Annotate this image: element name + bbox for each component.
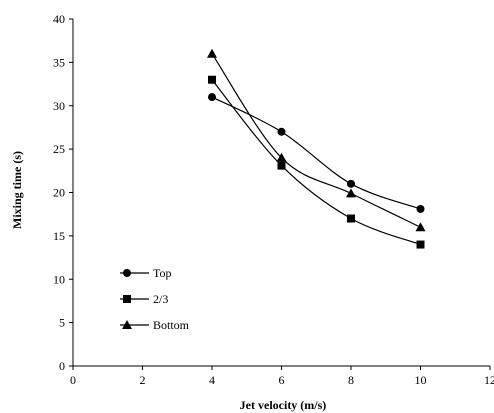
y-tick-label: 5 <box>59 316 65 330</box>
legend-marker <box>123 295 131 303</box>
x-tick-label: 12 <box>484 373 494 387</box>
y-tick-label: 0 <box>59 359 65 373</box>
series-2-3 <box>208 75 425 249</box>
legend-marker <box>122 320 132 329</box>
y-axis-ticks: 0 5 10 15 20 25 30 35 40 <box>53 12 73 373</box>
data-point <box>277 127 286 136</box>
x-axis-label: Jet velocity (m/s) <box>240 398 327 412</box>
data-point <box>208 93 216 102</box>
x-tick-label: 6 <box>279 373 285 387</box>
y-axis-label: Mixing time (s) <box>10 151 24 229</box>
data-point <box>416 204 425 213</box>
series-top <box>208 93 425 213</box>
data-point <box>347 179 355 188</box>
axes <box>72 19 490 367</box>
legend: Top 2/3 Bottom <box>120 266 190 332</box>
data-point <box>346 188 356 198</box>
y-tick-label: 25 <box>53 142 65 156</box>
data-point <box>415 222 426 232</box>
series-line <box>211 79 421 246</box>
series-line <box>211 96 421 210</box>
legend-marker <box>123 269 131 277</box>
x-tick-label: 0 <box>70 373 76 387</box>
y-tick-label: 30 <box>53 99 65 113</box>
data-point <box>208 75 216 84</box>
legend-item: Bottom <box>120 318 190 332</box>
series-layer <box>207 48 426 249</box>
y-tick-label: 35 <box>53 55 65 69</box>
x-tick-label: 10 <box>415 373 427 387</box>
legend-label: Top <box>153 266 172 280</box>
x-axis-ticks: 0 2 4 6 8 10 12 <box>70 366 494 387</box>
series-line <box>211 53 421 228</box>
data-point <box>277 161 286 170</box>
legend-label: Bottom <box>153 318 190 332</box>
x-tick-label: 8 <box>348 373 354 387</box>
y-tick-label: 15 <box>53 229 65 243</box>
x-tick-label: 4 <box>209 373 215 387</box>
y-tick-label: 40 <box>53 12 65 26</box>
data-point <box>347 214 355 223</box>
y-tick-label: 20 <box>53 186 65 200</box>
y-tick-label: 10 <box>53 272 65 286</box>
legend-item: Top <box>120 266 172 280</box>
legend-label: 2/3 <box>153 292 168 306</box>
x-tick-label: 2 <box>140 373 146 387</box>
data-point <box>416 240 425 249</box>
data-point <box>276 152 287 162</box>
data-point <box>207 48 217 58</box>
legend-item: 2/3 <box>120 292 168 306</box>
series-bottom <box>207 48 426 232</box>
